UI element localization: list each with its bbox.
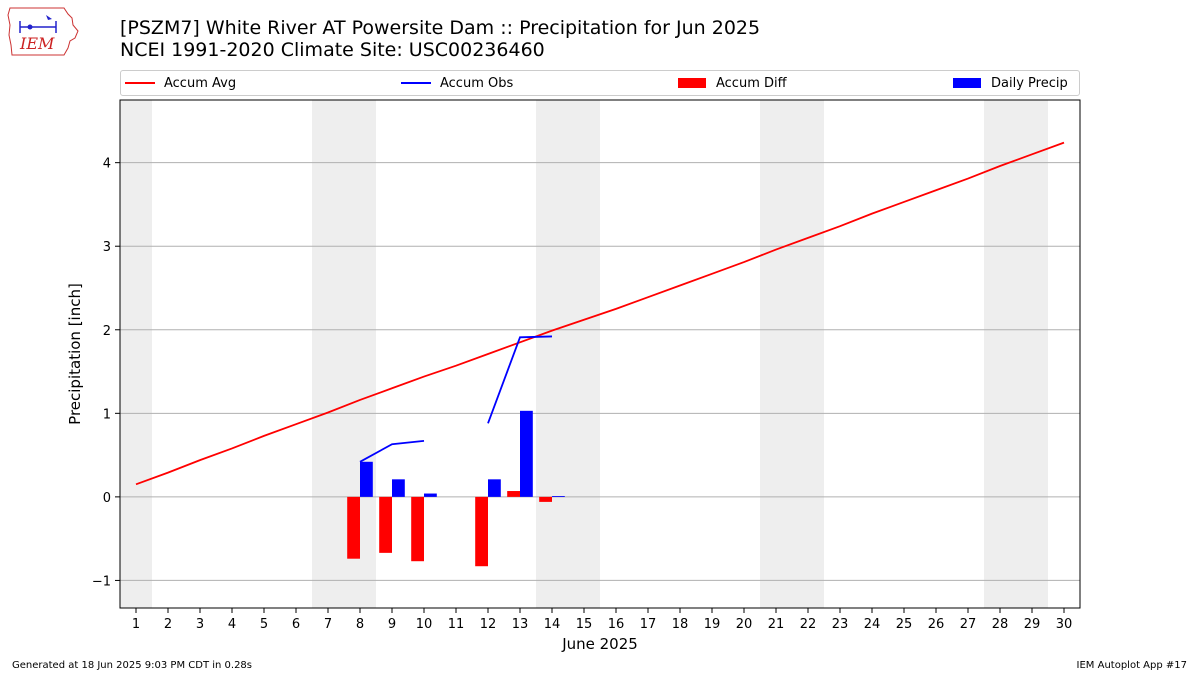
daily-precip-bar-12: [488, 479, 501, 497]
legend-item-accum-obs: Accum Obs: [401, 74, 513, 92]
daily-precip-bar-9: [392, 479, 405, 497]
legend-label-accum-avg: Accum Avg: [164, 75, 237, 91]
x-tick-label-28: 28: [992, 617, 1009, 632]
x-tick-label-30: 30: [1056, 617, 1073, 632]
series-lines: [135, 141, 1065, 486]
accum-avg-swatch: [125, 82, 155, 84]
title-line-2: NCEI 1991-2020 Climate Site: USC00236460: [120, 39, 545, 61]
legend-item-accum-avg: Accum Avg: [125, 74, 236, 92]
x-tick-label-3: 3: [196, 617, 204, 632]
x-tick-label-24: 24: [864, 617, 881, 632]
legend-item-daily-precip: Daily Precip: [953, 74, 1068, 92]
x-tick-label-12: 12: [480, 617, 497, 632]
y-axis-label: Precipitation [inch]: [66, 283, 84, 425]
svg-text:IEM: IEM: [19, 34, 55, 53]
x-tick-label-22: 22: [800, 617, 817, 632]
x-tick-label-9: 9: [388, 617, 396, 632]
x-tick-label-29: 29: [1024, 617, 1041, 632]
x-tick-label-14: 14: [544, 617, 561, 632]
legend: Accum Avg Accum Obs Accum Diff Daily Pre…: [120, 70, 1080, 96]
weekend-shade-1: [312, 100, 376, 608]
accum-obs-line-segment-1: [487, 335, 553, 424]
legend-label-accum-diff: Accum Diff: [716, 75, 787, 91]
iem-logo: IEM: [6, 5, 82, 60]
x-tick-label-1: 1: [132, 617, 140, 632]
iowa-map-logo-icon: IEM: [7, 7, 79, 56]
accum-diff-bar-14: [539, 496, 552, 502]
x-tick-label-5: 5: [260, 617, 268, 632]
x-tick-label-23: 23: [832, 617, 849, 632]
x-tick-label-26: 26: [928, 617, 945, 632]
app-footer: IEM Autoplot App #17: [1076, 660, 1187, 671]
daily-precip-swatch: [953, 78, 981, 88]
legend-item-accum-diff: Accum Diff: [678, 74, 787, 92]
y-tick-label-0: 0: [103, 491, 111, 506]
x-tick-label-8: 8: [356, 617, 364, 632]
x-tick-label-16: 16: [608, 617, 625, 632]
accum-diff-bar-10: [411, 496, 424, 562]
accum-avg-line: [135, 141, 1065, 486]
x-tick-label-13: 13: [512, 617, 529, 632]
daily-precip-bar-10: [424, 493, 437, 497]
generated-footer: Generated at 18 Jun 2025 9:03 PM CDT in …: [12, 660, 253, 671]
x-tick-label-21: 21: [768, 617, 785, 632]
x-tick-label-19: 19: [704, 617, 721, 632]
x-tick-label-17: 17: [640, 617, 657, 632]
x-tick-label-18: 18: [672, 617, 689, 632]
daily-precip-bar-13: [520, 410, 533, 497]
x-tick-label-15: 15: [576, 617, 593, 632]
y-tick-label-3: 3: [103, 240, 111, 255]
accum-diff-swatch: [678, 78, 706, 88]
weekend-shading: [120, 100, 1048, 608]
legend-label-daily-precip: Daily Precip: [991, 75, 1068, 91]
x-tick-label-11: 11: [448, 617, 465, 632]
daily-precip-bar-14: [552, 496, 565, 497]
x-axis-label: June 2025: [561, 635, 638, 653]
title-line-1: [PSZM7] White River AT Powersite Dam :: …: [120, 17, 761, 39]
x-tick-label-10: 10: [416, 617, 433, 632]
x-axis: 1 2 3 4 5 6 7 8 9 10 11 12 13 14 15 16 17 18 19 20 21 22 23 24 2…: [132, 608, 1072, 632]
x-tick-label-2: 2: [164, 617, 172, 632]
y-tick-label-2: 2: [103, 324, 111, 339]
weekend-shade-4: [984, 100, 1048, 608]
y-axis: −1 0 1 2 3 4: [92, 157, 120, 589]
y-tick-label-4: 4: [103, 157, 111, 172]
y-tick-label-1: 1: [103, 407, 111, 422]
gridlines: [120, 162, 1080, 581]
weekend-shade-0: [120, 100, 152, 608]
y-tick-label--1: −1: [92, 574, 111, 589]
accum-diff-bar-12: [475, 496, 488, 567]
accum-diff-bar-9: [379, 496, 392, 553]
chart-title: [PSZM7] White River AT Powersite Dam :: …: [120, 17, 760, 61]
x-tick-label-27: 27: [960, 617, 977, 632]
x-tick-label-20: 20: [736, 617, 753, 632]
accum-diff-bar-13: [507, 491, 520, 497]
accum-obs-swatch: [401, 82, 431, 84]
weekend-shade-3: [760, 100, 824, 608]
x-tick-label-7: 7: [324, 617, 332, 632]
plot-frame: [119, 99, 1081, 609]
accum-obs-line-segment-0: [359, 439, 425, 463]
bars: [347, 410, 565, 567]
legend-label-accum-obs: Accum Obs: [440, 75, 514, 91]
x-tick-label-25: 25: [896, 617, 913, 632]
daily-precip-bar-8: [360, 461, 373, 497]
x-tick-label-4: 4: [228, 617, 236, 632]
weekend-shade-2: [536, 100, 600, 608]
accum-diff-bar-8: [347, 496, 360, 559]
x-tick-label-6: 6: [292, 617, 300, 632]
